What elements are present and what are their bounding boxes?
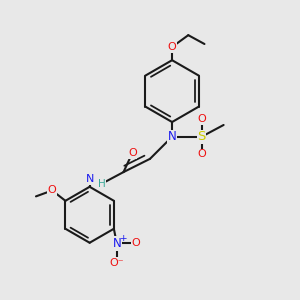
Text: O: O	[128, 148, 137, 158]
Text: N: N	[112, 237, 121, 250]
Text: +: +	[119, 234, 127, 243]
Text: O: O	[168, 42, 176, 52]
Text: N: N	[168, 130, 176, 143]
Text: N: N	[85, 174, 94, 184]
Text: O: O	[48, 185, 56, 196]
Text: O: O	[132, 238, 140, 248]
Text: O: O	[197, 114, 206, 124]
Text: O: O	[197, 149, 206, 159]
Text: S: S	[197, 130, 206, 143]
Text: O⁻: O⁻	[110, 258, 124, 268]
Text: H: H	[98, 179, 105, 189]
